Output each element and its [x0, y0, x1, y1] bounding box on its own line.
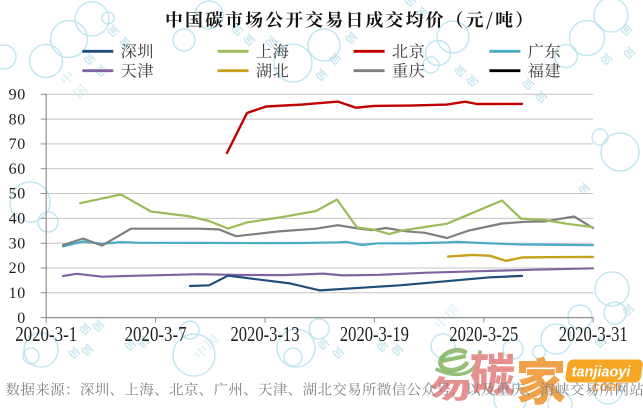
svg-text:70: 70: [9, 136, 26, 153]
svg-text:2020-3-25: 2020-3-25: [449, 322, 518, 346]
svg-text:tanjiaoyi: tanjiaoyi: [572, 365, 632, 381]
svg-text:80: 80: [9, 111, 26, 128]
svg-text:90: 90: [9, 87, 26, 104]
svg-text:50: 50: [9, 186, 26, 203]
svg-text:10: 10: [9, 285, 26, 302]
svg-text:2020-3-13: 2020-3-13: [231, 322, 300, 346]
svg-text:2020-3-19: 2020-3-19: [340, 322, 409, 346]
svg-text:20: 20: [9, 260, 26, 277]
svg-text:2020-3-1: 2020-3-1: [15, 322, 77, 346]
svg-text:2020-3-7: 2020-3-7: [125, 322, 187, 346]
svg-text:.com: .com: [588, 378, 621, 394]
svg-text:30: 30: [9, 235, 26, 252]
svg-text:0: 0: [17, 310, 26, 327]
svg-text:60: 60: [9, 161, 26, 178]
svg-text:40: 40: [9, 211, 26, 228]
svg-text:2020-3-31: 2020-3-31: [559, 322, 628, 346]
